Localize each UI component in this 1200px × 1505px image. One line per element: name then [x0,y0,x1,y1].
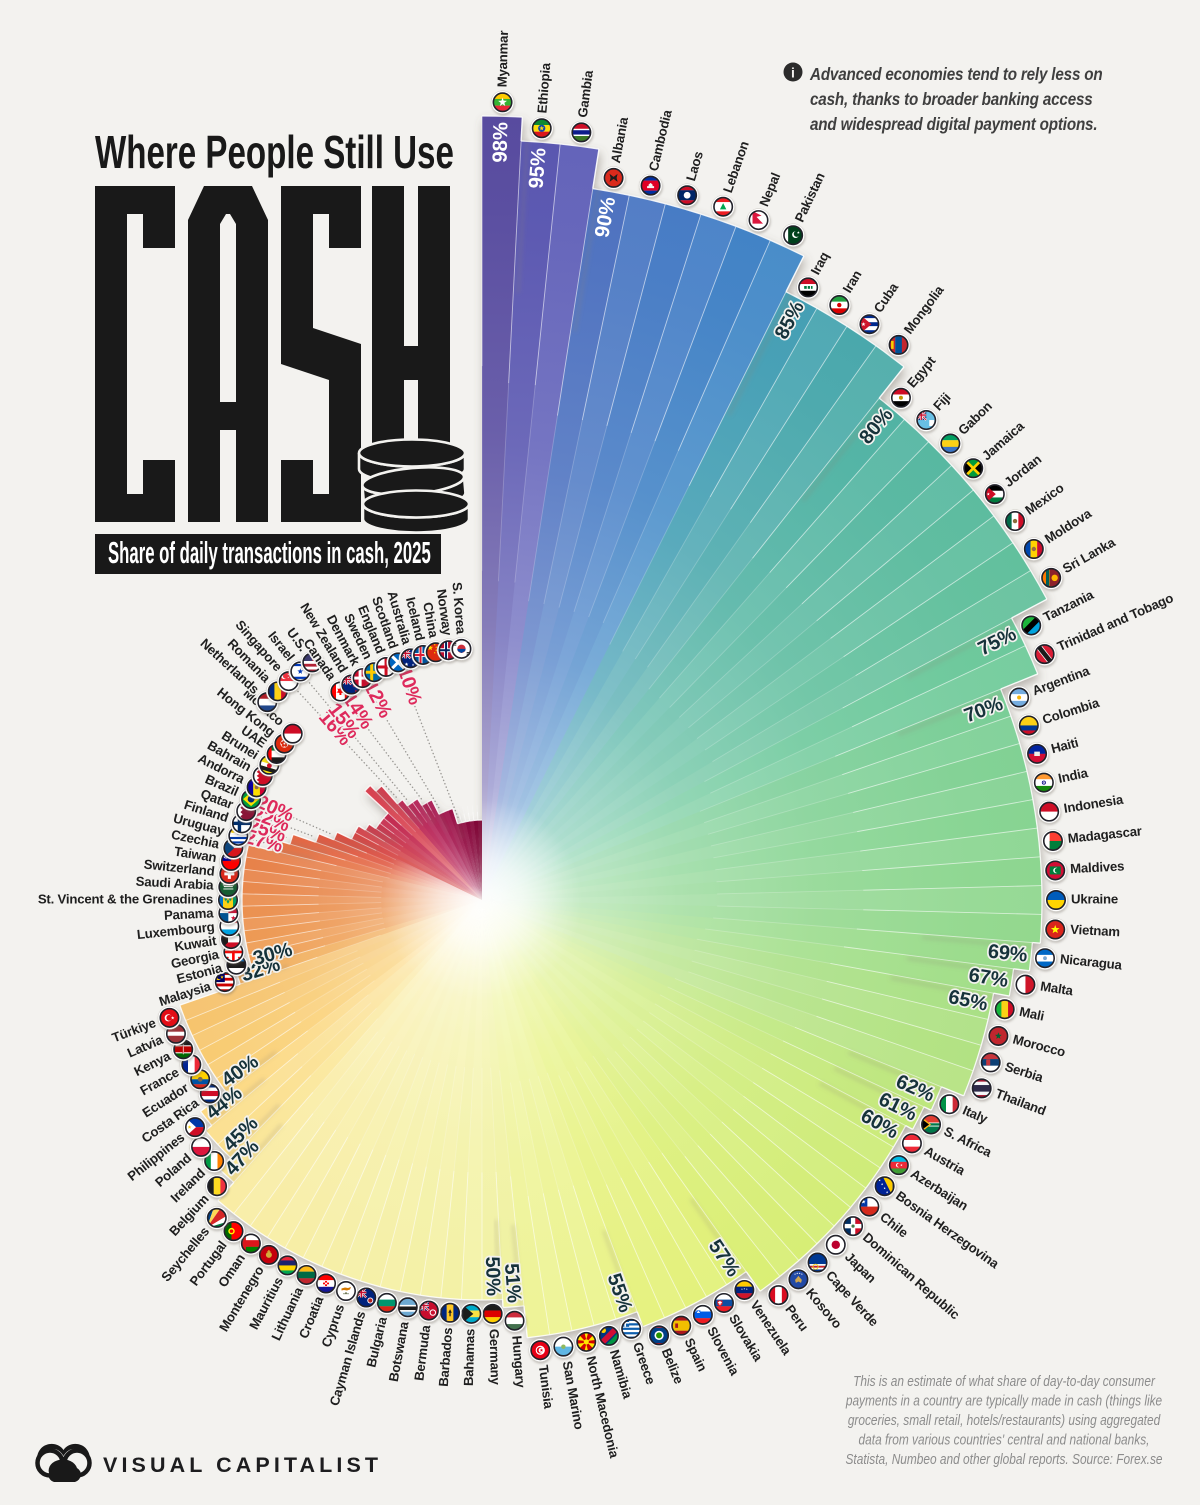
svg-text:Advanced economies tend to rel: Advanced economies tend to rely less on [809,65,1103,84]
svg-text:69%: 69% [987,941,1029,967]
svg-text:95%: 95% [525,147,551,189]
svg-text:Vietnam: Vietnam [1070,922,1120,940]
svg-text:VISUAL CAPITALIST: VISUAL CAPITALIST [103,1453,382,1477]
svg-text:data from various countries' c: data from various countries' central and… [859,1431,1150,1447]
svg-text:Germany: Germany [487,1329,503,1386]
svg-text:50%: 50% [481,1256,504,1296]
svg-text:Panama: Panama [164,905,215,923]
svg-text:Bahamas: Bahamas [461,1329,477,1387]
svg-text:Maldives: Maldives [1070,858,1125,876]
svg-text:payments in a country are typi: payments in a country are typically made… [845,1392,1162,1408]
svg-text:Where People Still Use: Where People Still Use [95,128,454,178]
svg-text:and widespread digital payment: and widespread digital payment options. [810,115,1097,134]
svg-text:Statista, Numbeo and other glo: Statista, Numbeo and other global report… [845,1451,1162,1467]
svg-text:98%: 98% [488,122,512,163]
svg-text:Myanmar: Myanmar [494,31,510,88]
svg-text:Ukraine: Ukraine [1071,891,1118,906]
svg-text:i: i [791,65,795,81]
svg-text:Share of daily transactions in: Share of daily transactions in cash, 202… [108,536,431,571]
svg-text:This is an estimate of what sh: This is an estimate of what share of day… [853,1373,1155,1389]
svg-text:groceries, small retail, hotel: groceries, small retail, hotels/restaura… [848,1412,1161,1428]
svg-text:St. Vincent & the Grenadines: St. Vincent & the Grenadines [38,891,213,906]
svg-text:cash, thanks to broader bankin: cash, thanks to broader banking access [810,90,1093,109]
